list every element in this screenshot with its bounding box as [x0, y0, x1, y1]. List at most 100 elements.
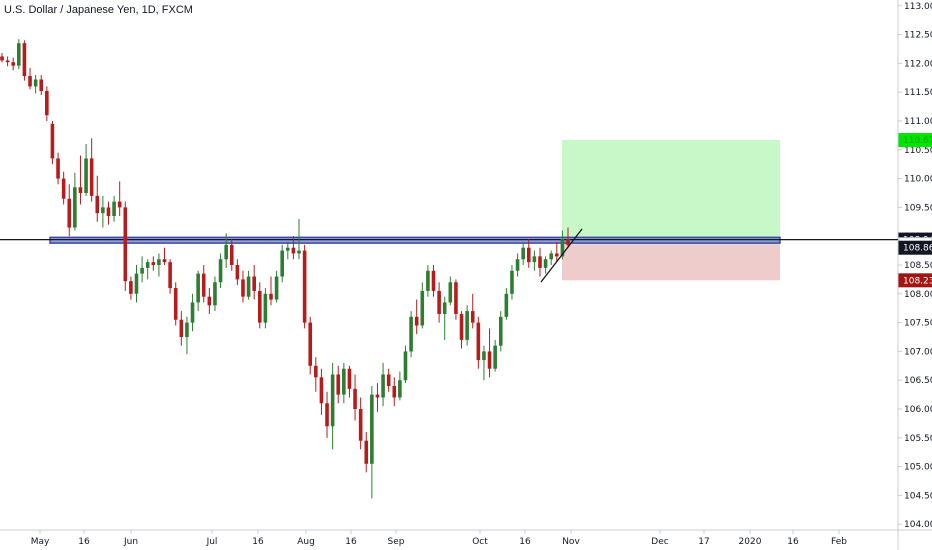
candle-body [151, 262, 156, 265]
candle-body [252, 276, 256, 291]
candle-body [448, 282, 453, 303]
candle-body [123, 207, 128, 282]
candle-body [302, 250, 307, 323]
candle-body [414, 316, 419, 326]
candle-body [459, 313, 464, 340]
candle-body [11, 62, 16, 66]
candle-body [179, 319, 184, 338]
price-tag-label: 108.863 [903, 244, 932, 254]
candle-body [510, 270, 514, 294]
trend-line [540, 228, 583, 283]
y-tick-label: 111.500 [904, 88, 932, 98]
resistance-zone [49, 236, 781, 244]
candle-body [291, 247, 296, 254]
candle-body [431, 270, 436, 291]
candle-body [218, 259, 223, 283]
candle-body [185, 322, 189, 338]
candle-body [549, 253, 553, 260]
candle-body [201, 273, 206, 297]
candle-body [454, 282, 458, 314]
y-tick-label: 111.000 [904, 117, 932, 127]
price-tag [898, 132, 932, 147]
candle-body [112, 201, 116, 217]
candle-body [190, 302, 195, 323]
candle-body [370, 394, 374, 464]
candle-body [224, 244, 228, 260]
x-tick-label: Nov [562, 537, 580, 547]
candle-body [297, 250, 301, 254]
candle-body [56, 158, 60, 179]
candle-body [33, 79, 38, 87]
candle-body [543, 259, 548, 268]
candle-body [101, 207, 105, 214]
x-tick-label: Jun [123, 537, 138, 547]
candle-body [84, 158, 88, 193]
candle-body [196, 273, 200, 303]
x-tick-label: Oct [472, 537, 488, 547]
y-tick-label: 105.000 [904, 463, 932, 473]
x-tick-label: 17 [698, 537, 709, 547]
candle-body [229, 244, 234, 265]
candle-body [73, 187, 77, 228]
x-tick-label: May [31, 537, 50, 547]
price-tag-label: 110.670 [903, 136, 932, 146]
candle-body [538, 256, 542, 268]
candle-body [476, 322, 481, 361]
x-tick-label: 16 [252, 537, 264, 547]
candle-body [353, 388, 357, 410]
candle-body [45, 91, 49, 116]
y-tick-label: 110.000 [904, 175, 932, 185]
candle-body [420, 290, 425, 326]
candle-body [381, 374, 385, 398]
x-tick-label: Aug [297, 537, 315, 547]
price-tag-label: 108.234 [903, 276, 932, 286]
candle-body [465, 311, 469, 340]
candle-body [515, 259, 520, 271]
candle-body [358, 409, 363, 441]
y-tick-label: 112.500 [904, 31, 932, 41]
y-tick-label: 110.500 [904, 146, 932, 156]
loss-zone [562, 244, 780, 281]
candle-body [269, 293, 273, 300]
candle-body [330, 374, 335, 427]
candle-body [314, 365, 318, 378]
candle-body [482, 351, 486, 361]
chart-title: U.S. Dollar / Japanese Yen, 1D, FXCM [4, 4, 193, 16]
candle-body [0, 56, 4, 61]
candle-body [89, 158, 94, 196]
x-tick-label: 16 [519, 537, 531, 547]
candle-body [319, 377, 324, 404]
candle-body [347, 368, 352, 389]
candle-body [470, 311, 475, 323]
candle-body [560, 239, 565, 257]
candle-body [554, 253, 559, 257]
y-tick-label: 108.500 [904, 261, 932, 271]
candle-body [263, 293, 268, 323]
x-tick-label: 2020 [739, 537, 762, 547]
candle-body [61, 178, 66, 199]
candle-body [532, 256, 537, 263]
x-tick-label: Sep [388, 537, 405, 547]
candle-body [162, 259, 167, 263]
y-tick-label: 107.000 [904, 347, 932, 357]
candle-body [426, 270, 430, 291]
candle-body [498, 316, 503, 346]
y-tick-label: 106.000 [904, 405, 932, 415]
y-tick-label: 109.500 [904, 203, 932, 213]
candle-body [134, 273, 139, 294]
candle-body [386, 374, 391, 386]
candle-body [207, 296, 212, 306]
x-tick-label: Feb [831, 537, 847, 547]
candle-body [392, 385, 397, 398]
candle-body [487, 351, 492, 369]
profit-zone [562, 139, 780, 245]
candle-body [308, 322, 313, 366]
candle-body [157, 259, 161, 265]
y-tick-label: 105.500 [904, 434, 932, 444]
y-tick-label: 108.000 [904, 290, 932, 300]
candle-body [78, 187, 83, 193]
candle-body [22, 43, 27, 77]
candle-body [437, 290, 441, 314]
